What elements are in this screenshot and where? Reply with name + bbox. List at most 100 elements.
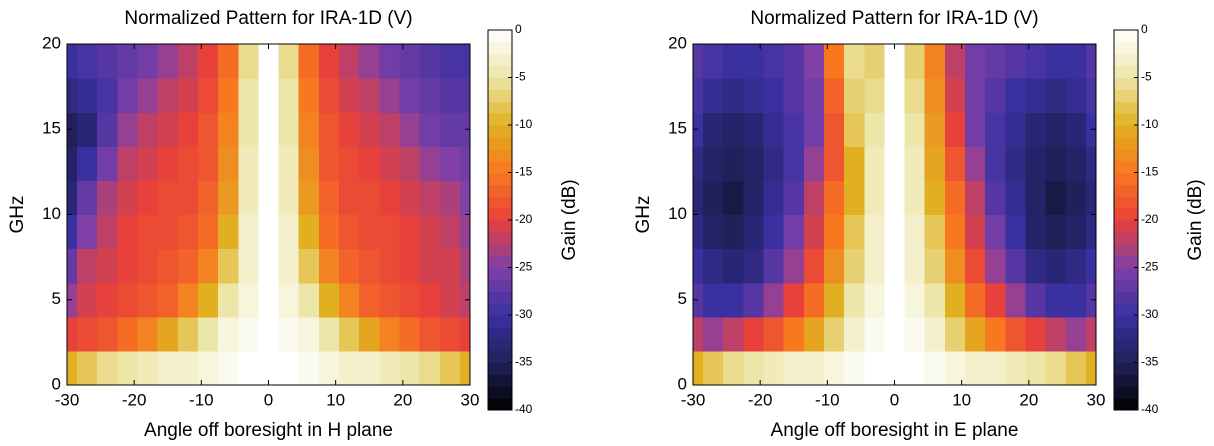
heatmap-cell	[965, 146, 986, 181]
heatmap-cell	[238, 350, 260, 385]
heatmap-cell	[459, 146, 470, 181]
heatmap-cell	[743, 248, 765, 284]
heatmap-cell	[67, 112, 78, 147]
heatmap-cell	[783, 112, 805, 147]
colorbar-band	[488, 220, 512, 233]
heatmap-cell	[137, 78, 159, 113]
x-tick-label: 20	[1019, 390, 1038, 409]
heatmap-cell	[218, 282, 239, 318]
heatmap-cell	[157, 146, 179, 181]
y-tick-label: 5	[678, 289, 687, 308]
heatmap-cell	[763, 316, 785, 352]
heatmap-cell	[97, 44, 118, 79]
heatmap-cell	[67, 146, 78, 181]
heatmap-cell	[379, 350, 401, 385]
y-tick-label: 5	[52, 289, 61, 308]
colorbar-band	[488, 386, 512, 399]
heatmap-cell	[884, 112, 906, 147]
colorbar-band	[1114, 326, 1138, 340]
colorbar-band	[1114, 160, 1138, 173]
heatmap-cell	[1005, 44, 1027, 79]
heatmap-cell	[77, 180, 98, 216]
heatmap-cell	[743, 214, 765, 250]
heatmap-cell	[1045, 44, 1067, 79]
heatmap-cell	[823, 350, 845, 385]
heatmap-cell	[884, 316, 906, 352]
heatmap-cell	[864, 44, 886, 79]
colorbar-tick-label: -35	[515, 355, 533, 369]
colorbar-band	[1114, 255, 1138, 268]
heatmap-cell	[339, 214, 360, 250]
heatmap-cell	[218, 180, 239, 216]
heatmap-cell	[1045, 214, 1067, 250]
colorbar-band	[1114, 231, 1138, 245]
colorbar-band	[488, 255, 512, 268]
colorbar-band	[488, 160, 512, 173]
heatmap-cell	[218, 78, 239, 113]
heatmap-cell	[197, 180, 219, 216]
heatmap-cell	[339, 180, 360, 216]
heatmap-cell	[238, 44, 260, 79]
heatmap-cell	[278, 180, 300, 216]
heatmap-cell	[298, 112, 320, 147]
colorbar-band	[1114, 113, 1138, 126]
heatmap-cell	[904, 316, 926, 352]
heatmap-cell	[944, 350, 966, 385]
heatmap-cell	[985, 78, 1006, 113]
heatmap-cell	[1025, 282, 1047, 318]
heatmap-cell	[359, 316, 380, 352]
heatmap-cell	[359, 112, 380, 147]
heatmap-cell	[197, 44, 219, 79]
heatmap-cell	[157, 316, 179, 352]
heatmap-cell	[1085, 282, 1096, 318]
colorbar-tick-label: -10	[515, 117, 533, 131]
heatmap-cell	[298, 180, 320, 216]
heatmap-cell	[379, 146, 401, 181]
heatmap-cell	[419, 350, 441, 385]
heatmap-cell	[137, 146, 159, 181]
heatmap-cell	[924, 78, 946, 113]
heatmap-cell	[1085, 350, 1096, 385]
heatmap-cell	[763, 350, 785, 385]
heatmap-cell	[864, 112, 886, 147]
heatmap-cell	[359, 180, 380, 216]
heatmap-cell	[783, 214, 805, 250]
heatmap-cell	[359, 214, 380, 250]
colorbar-tick-label: -30	[1141, 307, 1159, 321]
colorbar-tick-label: -5	[1141, 70, 1152, 84]
x-tick-label: 0	[264, 390, 273, 409]
heatmap-cell	[1005, 112, 1027, 147]
heatmap-cell	[177, 282, 199, 318]
colorbar-band	[488, 89, 512, 102]
heatmap-cell	[1045, 316, 1067, 352]
heatmap-cell	[459, 214, 470, 250]
heatmap-cell	[419, 78, 441, 113]
heatmap-cell	[439, 350, 461, 385]
heatmap-cell	[1045, 248, 1067, 284]
heatmap-cell	[844, 146, 865, 181]
heatmap-cell	[318, 214, 340, 250]
heatmap-cell	[258, 44, 280, 79]
colorbar-band	[1114, 315, 1138, 328]
heatmap-cell	[339, 112, 360, 147]
colorbar-band	[1114, 374, 1138, 387]
heatmap-cell	[439, 146, 461, 181]
heatmap-cell	[763, 214, 785, 250]
colorbar-band	[1114, 77, 1138, 90]
heatmap-cell	[1005, 78, 1027, 113]
heatmap-cell	[844, 350, 865, 385]
x-tick-label: -10	[189, 390, 214, 409]
heatmap-cell	[258, 146, 280, 181]
colorbar-tick-label: -40	[1141, 402, 1159, 416]
heatmap-cell	[1025, 350, 1047, 385]
heatmap-cell	[278, 78, 300, 113]
heatmap-cell	[298, 78, 320, 113]
heatmap-cell	[67, 44, 78, 79]
colorbar-band	[488, 267, 512, 280]
colorbar-band	[1114, 53, 1138, 67]
colorbar-band	[1114, 196, 1138, 209]
heatmap-cell	[459, 44, 470, 79]
heatmap-cell	[318, 78, 340, 113]
heatmap-cell	[904, 350, 926, 385]
heatmap-cell	[803, 282, 825, 318]
